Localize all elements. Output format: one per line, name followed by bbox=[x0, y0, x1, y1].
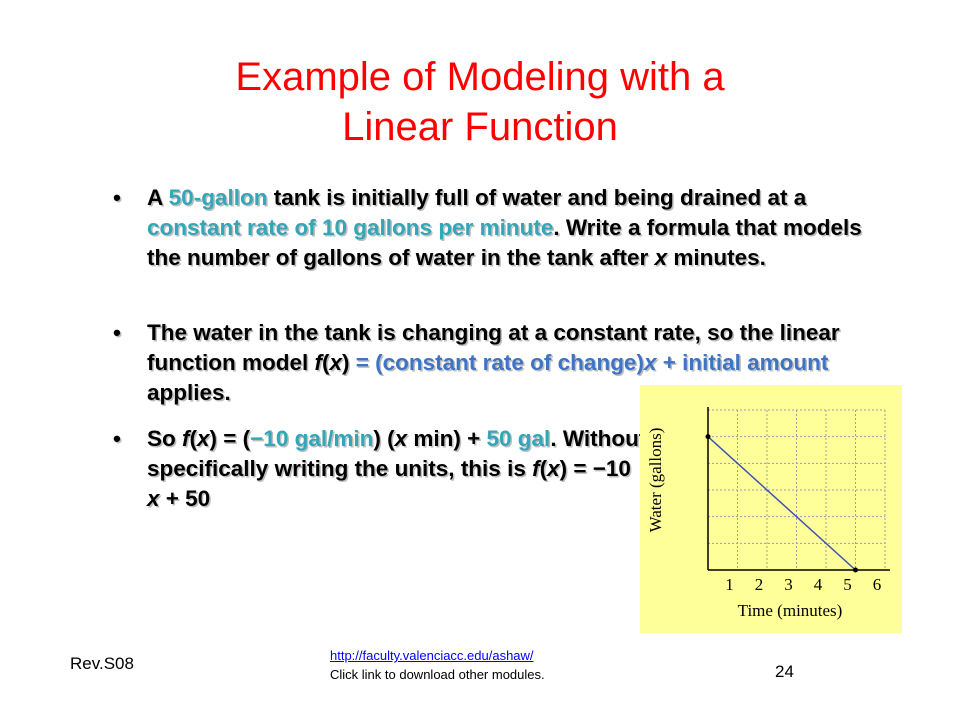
chart-series bbox=[705, 434, 858, 573]
var-x: x bbox=[197, 426, 210, 451]
highlight-initial-amount: + initial amount bbox=[656, 350, 829, 375]
text: A bbox=[147, 185, 169, 210]
text: So bbox=[147, 426, 183, 451]
var-f: f bbox=[182, 426, 190, 451]
bullet-solution: • So f(x) = (−10 gal/min) (x min) + 50 g… bbox=[113, 424, 647, 514]
var-f: f bbox=[532, 456, 540, 481]
x-tick-label: 5 bbox=[843, 575, 852, 594]
text: The water in the tank is changing at a c… bbox=[147, 320, 840, 375]
chart-ticks: 1 2 3 4 5 6 bbox=[725, 575, 881, 594]
chart-svg: 1 2 3 4 5 6 Time (minutes) Water (gallons) bbox=[646, 407, 890, 620]
bullet-problem: • A 50-gallon tank is initially full of … bbox=[113, 183, 887, 273]
bullet-dot: • bbox=[113, 320, 121, 345]
chart-axes bbox=[707, 407, 890, 571]
text: ) = ( bbox=[209, 426, 251, 451]
text: ( bbox=[322, 350, 330, 375]
var-x: x bbox=[643, 350, 657, 375]
text: minutes. bbox=[667, 245, 766, 270]
text: ( bbox=[189, 426, 198, 451]
slide-title: Example of Modeling with a Linear Functi… bbox=[0, 52, 960, 152]
highlight-rate: −10 gal/min bbox=[250, 426, 374, 451]
text: tank is initially full of water and bein… bbox=[267, 185, 807, 210]
bullet-dot: • bbox=[113, 185, 121, 210]
highlight-initial: 50 gal bbox=[486, 426, 551, 451]
var-x: x bbox=[147, 486, 160, 511]
x-tick-label: 2 bbox=[755, 575, 764, 594]
x-tick-label: 4 bbox=[814, 575, 823, 594]
bullet-dot: • bbox=[113, 426, 121, 451]
x-tick-label: 3 bbox=[784, 575, 793, 594]
download-note: Click link to download other modules. bbox=[330, 667, 545, 682]
text: ) bbox=[342, 350, 350, 375]
revision-label: Rev.S08 bbox=[70, 654, 134, 673]
faculty-link[interactable]: http://faculty.valenciacc.edu/ashaw/ bbox=[330, 648, 534, 663]
x-tick-label: 6 bbox=[873, 575, 882, 594]
y-axis-label: Water (gallons) bbox=[646, 428, 665, 533]
text: + 50 bbox=[159, 486, 211, 511]
text: min) + bbox=[407, 426, 487, 451]
data-point bbox=[705, 434, 711, 440]
bullet-model: • The water in the tank is changing at a… bbox=[113, 318, 887, 408]
data-point bbox=[853, 567, 858, 573]
title-line-2: Linear Function bbox=[342, 105, 618, 149]
var-f: f bbox=[314, 350, 323, 375]
x-axis-label: Time (minutes) bbox=[738, 601, 843, 620]
highlight-50-gallon: 50-gallon bbox=[168, 185, 268, 210]
text: . Write a formula that models the number… bbox=[147, 215, 862, 270]
text: ) ( bbox=[373, 426, 395, 451]
var-x: x bbox=[394, 426, 408, 451]
title-line-1: Example of Modeling with a bbox=[235, 55, 725, 99]
highlight-rate: constant rate of 10 gallons per minute bbox=[147, 215, 554, 240]
page-number: 24 bbox=[775, 662, 794, 681]
var-x: x bbox=[547, 456, 560, 481]
var-x: x bbox=[329, 350, 343, 375]
var-x: x bbox=[654, 245, 668, 270]
text: ( bbox=[539, 456, 548, 481]
text: . Without specifically writing the units… bbox=[147, 426, 647, 481]
chart-panel: 1 2 3 4 5 6 Time (minutes) Water (gallons) bbox=[640, 385, 902, 633]
text: ) = −10 bbox=[559, 456, 631, 481]
series-line bbox=[707, 436, 857, 571]
highlight-rate-of-change: = (constant rate of change) bbox=[349, 350, 644, 375]
chart-grid bbox=[708, 409, 886, 570]
text: applies. bbox=[147, 380, 231, 405]
x-tick-label: 1 bbox=[725, 575, 734, 594]
